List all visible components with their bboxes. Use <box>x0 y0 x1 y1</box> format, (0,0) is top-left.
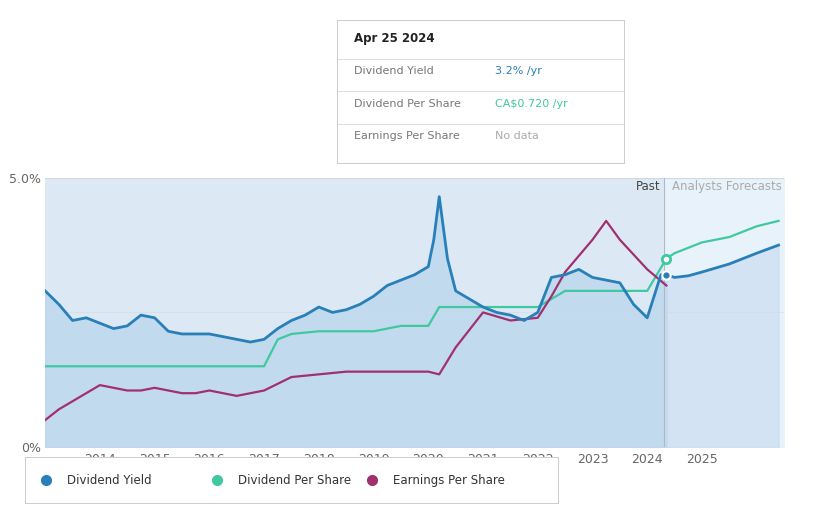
Text: Analysts Forecasts: Analysts Forecasts <box>672 180 782 194</box>
Text: CA$0.720 /yr: CA$0.720 /yr <box>494 99 567 109</box>
Text: Past: Past <box>636 180 661 194</box>
Text: 3.2% /yr: 3.2% /yr <box>494 66 542 76</box>
Text: No data: No data <box>494 131 539 141</box>
Text: Dividend Per Share: Dividend Per Share <box>238 473 351 487</box>
Text: Dividend Yield: Dividend Yield <box>354 66 433 76</box>
Text: Earnings Per Share: Earnings Per Share <box>393 473 505 487</box>
Text: Dividend Per Share: Dividend Per Share <box>354 99 461 109</box>
Text: Dividend Yield: Dividend Yield <box>67 473 152 487</box>
Text: Apr 25 2024: Apr 25 2024 <box>354 31 434 45</box>
Text: Earnings Per Share: Earnings Per Share <box>354 131 460 141</box>
